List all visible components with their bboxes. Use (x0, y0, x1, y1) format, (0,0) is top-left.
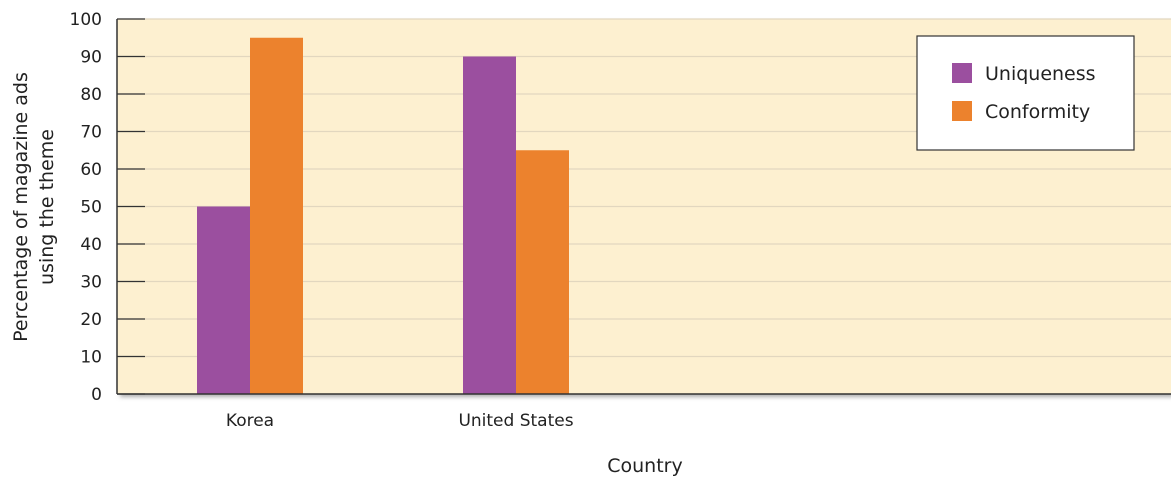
bars (197, 37, 569, 394)
legend-swatch-conformity (952, 101, 972, 121)
y-tick-label: 10 (80, 348, 102, 368)
y-tick-label: 90 (80, 48, 102, 68)
bar-conformity-korea (250, 37, 303, 394)
legend-label-conformity: Conformity (985, 101, 1090, 123)
x-tick-label: United States (458, 411, 573, 431)
y-axis-title-line-2: using the theme (36, 129, 58, 285)
y-tick-label: 30 (80, 273, 102, 293)
x-ticks: Korea United States (226, 411, 574, 431)
bar-uniqueness-united-states (463, 56, 516, 394)
bar-conformity-united-states (516, 150, 569, 394)
bar-uniqueness-korea (197, 206, 250, 394)
y-ticks: 0 10 20 30 40 50 60 70 80 90 100 (70, 10, 145, 405)
legend: Uniqueness Conformity (916, 35, 1135, 151)
y-tick-label: 0 (91, 385, 102, 405)
y-tick-label: 50 (80, 198, 102, 218)
x-tick-label: Korea (226, 411, 274, 431)
legend-label-uniqueness: Uniqueness (985, 63, 1096, 85)
legend-box (916, 35, 1135, 151)
y-tick-label: 70 (80, 123, 102, 143)
x-axis-title: Country (607, 455, 682, 477)
y-tick-label: 40 (80, 235, 102, 255)
y-axis-title-line-1: Percentage of magazine ads (10, 72, 32, 342)
y-tick-label: 20 (80, 310, 102, 330)
y-tick-label: 100 (70, 10, 102, 30)
y-tick-label: 60 (80, 160, 102, 180)
y-tick-label: 80 (80, 85, 102, 105)
legend-swatch-uniqueness (952, 63, 972, 83)
